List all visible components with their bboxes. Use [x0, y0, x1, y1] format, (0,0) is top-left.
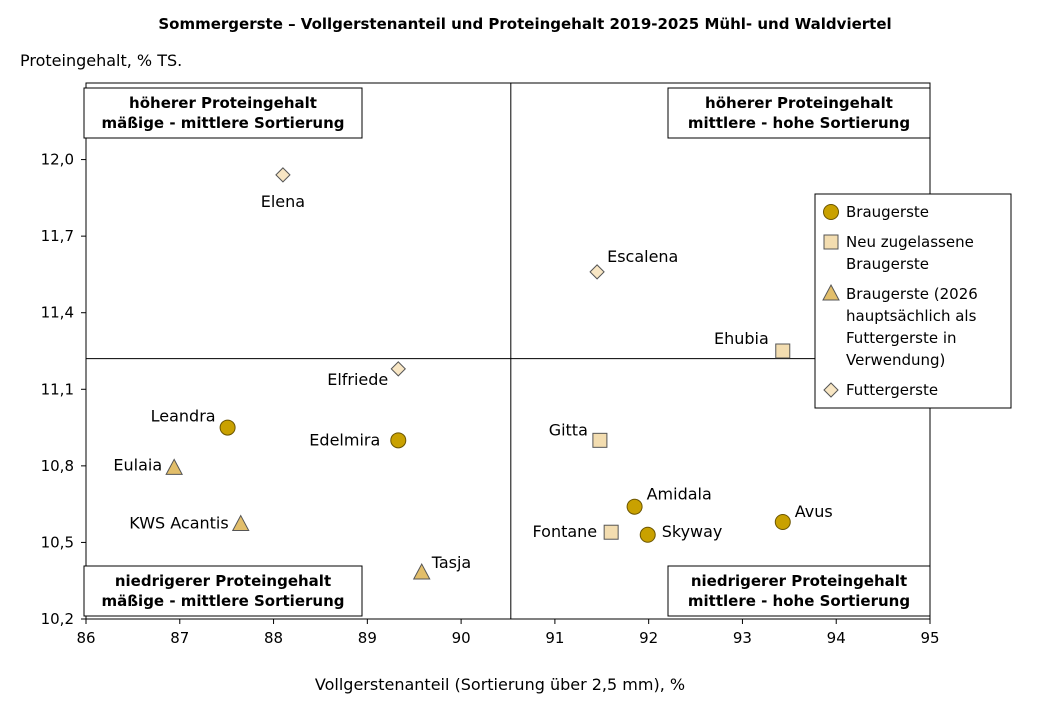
- quadrant-label-box: [83, 87, 363, 139]
- x-tick-label: 95: [920, 629, 939, 647]
- x-tick-label: 88: [264, 629, 283, 647]
- y-tick-label: 11,7: [41, 227, 74, 245]
- data-point-square: [775, 343, 791, 359]
- x-tick-label: 87: [170, 629, 189, 647]
- x-tick-label: 86: [76, 629, 95, 647]
- x-axis-label: Vollgerstenanteil (Sortierung über 2,5 m…: [315, 675, 685, 694]
- data-point-diamond: [589, 264, 605, 280]
- point-label: Avus: [795, 502, 833, 521]
- data-point-circle: [639, 526, 656, 543]
- x-tick-label: 92: [639, 629, 658, 647]
- legend-entry: Braugerste: [846, 255, 929, 273]
- point-label: Fontane: [533, 522, 598, 541]
- point-label: Eulaia: [113, 455, 162, 474]
- x-tick-label: 89: [358, 629, 377, 647]
- y-tick-label: 10,2: [41, 610, 74, 628]
- quadrant-label: mittlere - hohe Sortierung: [688, 592, 910, 610]
- x-tick-label: 94: [827, 629, 846, 647]
- legend-entry: Braugerste (2026: [846, 285, 978, 303]
- quadrant-label-box: [667, 565, 931, 617]
- quadrant-label: mäßige - mittlere Sortierung: [102, 114, 345, 132]
- point-label: KWS Acantis: [129, 514, 228, 533]
- point-label: Skyway: [662, 522, 723, 541]
- legend-entry: Futtergerste: [846, 381, 938, 399]
- legend-entry: Verwendung): [846, 351, 945, 369]
- legend-entry: hauptsächlich als: [846, 307, 977, 325]
- legend: [814, 193, 1012, 409]
- y-axis-label: Proteingehalt, % TS.: [20, 51, 182, 70]
- quadrant-label: höherer Proteingehalt: [705, 94, 893, 112]
- data-point-circle: [774, 514, 791, 531]
- legend-marker-triangle: [822, 283, 840, 301]
- x-tick-label: 90: [452, 629, 471, 647]
- point-label: Elfriede: [327, 370, 388, 389]
- x-tick-label: 91: [545, 629, 564, 647]
- quadrant-label: mittlere - hohe Sortierung: [688, 114, 910, 132]
- quadrant-label: niedrigerer Proteingehalt: [115, 572, 331, 590]
- legend-marker-diamond: [823, 382, 839, 398]
- data-point-circle: [626, 498, 643, 515]
- point-label: Ehubia: [714, 329, 769, 348]
- plot-area: [85, 82, 931, 620]
- data-point-triangle: [165, 458, 183, 475]
- quadrant-label: höherer Proteingehalt: [129, 94, 317, 112]
- quadrant-label-box: [83, 565, 363, 617]
- y-tick-label: 11,1: [41, 380, 74, 398]
- legend-marker-circle: [823, 204, 839, 220]
- data-point-diamond: [390, 361, 406, 377]
- data-point-circle: [219, 419, 236, 436]
- legend-entry: Futtergerste in: [846, 329, 957, 347]
- quadrant-label: mäßige - mittlere Sortierung: [102, 592, 345, 610]
- y-tick-label: 10,5: [41, 533, 74, 551]
- data-point-triangle: [412, 562, 431, 580]
- y-tick-label: 10,8: [41, 457, 74, 475]
- data-point-triangle: [231, 514, 250, 532]
- point-label: Gitta: [549, 420, 588, 439]
- point-label: Leandra: [151, 407, 216, 426]
- point-label: Elena: [261, 192, 305, 211]
- legend-marker-square: [823, 234, 839, 250]
- legend-entry: Braugerste: [846, 203, 929, 221]
- quadrant-label: niedrigerer Proteingehalt: [691, 572, 907, 590]
- point-label: Tasja: [431, 553, 472, 572]
- point-label: Amidala: [647, 485, 712, 504]
- point-label: Edelmira: [309, 430, 380, 449]
- data-point-circle: [390, 432, 407, 449]
- chart-title: Sommergerste – Vollgerstenanteil und Pro…: [158, 15, 891, 33]
- y-tick-label: 12,0: [41, 151, 74, 169]
- point-label: Escalena: [607, 247, 678, 266]
- y-tick-label: 11,4: [41, 304, 74, 322]
- legend-entry: Neu zugelassene: [846, 233, 974, 251]
- quadrant-label-box: [667, 87, 931, 139]
- x-tick-label: 93: [733, 629, 752, 647]
- data-point-diamond: [275, 167, 291, 183]
- data-point-square: [603, 524, 619, 540]
- data-point-square: [592, 432, 608, 448]
